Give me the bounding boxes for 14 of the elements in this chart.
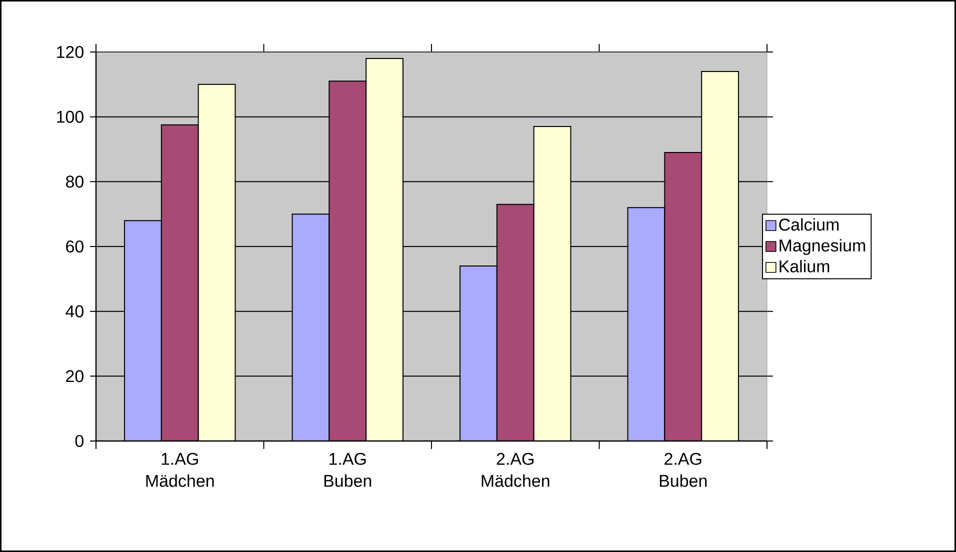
y-tick-label: 40 <box>66 305 84 318</box>
legend-label: Kalium <box>780 260 830 272</box>
y-tick-label: 120 <box>57 46 84 58</box>
x-tick-label: 1.AG Buben <box>324 452 372 487</box>
y-tick-label: 100 <box>57 110 84 123</box>
legend-label: Magnesium <box>780 239 866 255</box>
y-tick-label: 80 <box>66 176 84 188</box>
y-tick-label: 0 <box>75 434 84 448</box>
y-tick-label: 20 <box>66 370 84 382</box>
x-tick-label: 2.AG Buben <box>660 452 707 487</box>
y-tick-label: 60 <box>66 240 84 253</box>
legend-label: Calcium <box>779 218 839 231</box>
x-tick-label: 1.AG Mädchen <box>146 452 214 487</box>
x-tick-label: 2.AG Mädchen <box>482 452 550 487</box>
